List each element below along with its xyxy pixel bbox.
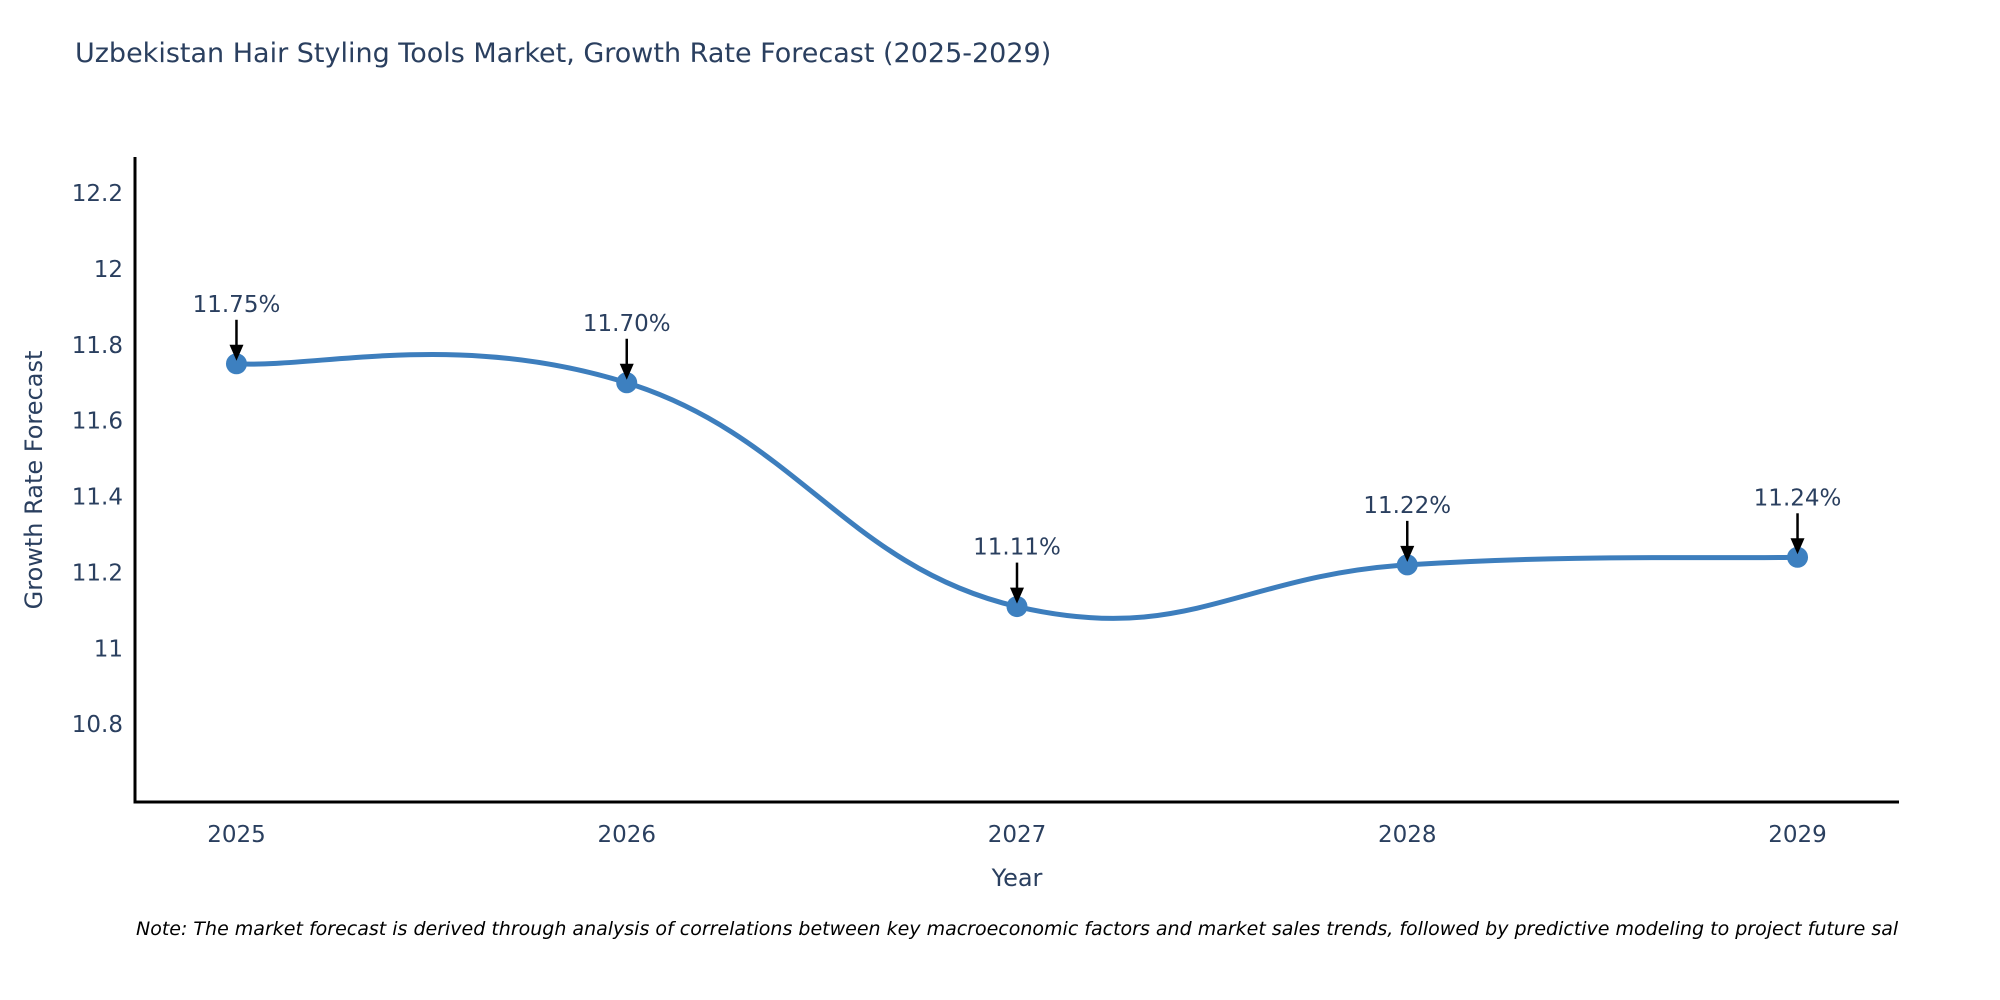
- x-tick-label: 2026: [597, 822, 656, 848]
- annotation-arrow-head: [1790, 538, 1805, 555]
- x-tick-label: 2029: [1768, 822, 1827, 848]
- y-tick-label: 11.2: [72, 560, 123, 586]
- x-tick-label: 2025: [207, 822, 266, 848]
- y-tick-label: 12: [94, 257, 123, 283]
- data-point-marker: [1396, 554, 1418, 576]
- y-tick-label: 11.8: [72, 333, 123, 359]
- y-tick-label: 11: [94, 636, 123, 662]
- annotation-arrow-head: [229, 344, 244, 361]
- x-tick-label: 2027: [988, 822, 1047, 848]
- forecast-line: [233, 351, 1801, 621]
- point-value-label: 11.22%: [1363, 493, 1451, 519]
- point-value-label: 11.70%: [583, 311, 671, 337]
- annotation-arrow-head: [619, 363, 634, 380]
- data-point-marker: [1787, 546, 1809, 568]
- annotation-arrow-head: [1400, 545, 1415, 562]
- x-tick-label: 2028: [1378, 822, 1437, 848]
- data-point-marker: [225, 353, 247, 375]
- point-value-label: 11.24%: [1754, 485, 1842, 511]
- footnote: Note: The market forecast is derived thr…: [136, 918, 1899, 940]
- y-tick-label: 11.6: [72, 409, 123, 435]
- x-axis-title: Year: [991, 864, 1043, 892]
- y-tick-label: 11.4: [72, 485, 123, 511]
- annotation-arrow-head: [1010, 587, 1024, 604]
- point-value-label: 11.75%: [193, 292, 281, 318]
- y-tick-label: 12.2: [72, 181, 123, 207]
- axis-lines: [133, 157, 1899, 804]
- data-point-marker: [1006, 596, 1028, 618]
- data-point-marker: [616, 372, 638, 394]
- point-value-label: 11.11%: [973, 535, 1061, 561]
- y-tick-label: 10.8: [72, 712, 123, 738]
- chart-title: Uzbekistan Hair Styling Tools Market, Gr…: [75, 38, 1052, 69]
